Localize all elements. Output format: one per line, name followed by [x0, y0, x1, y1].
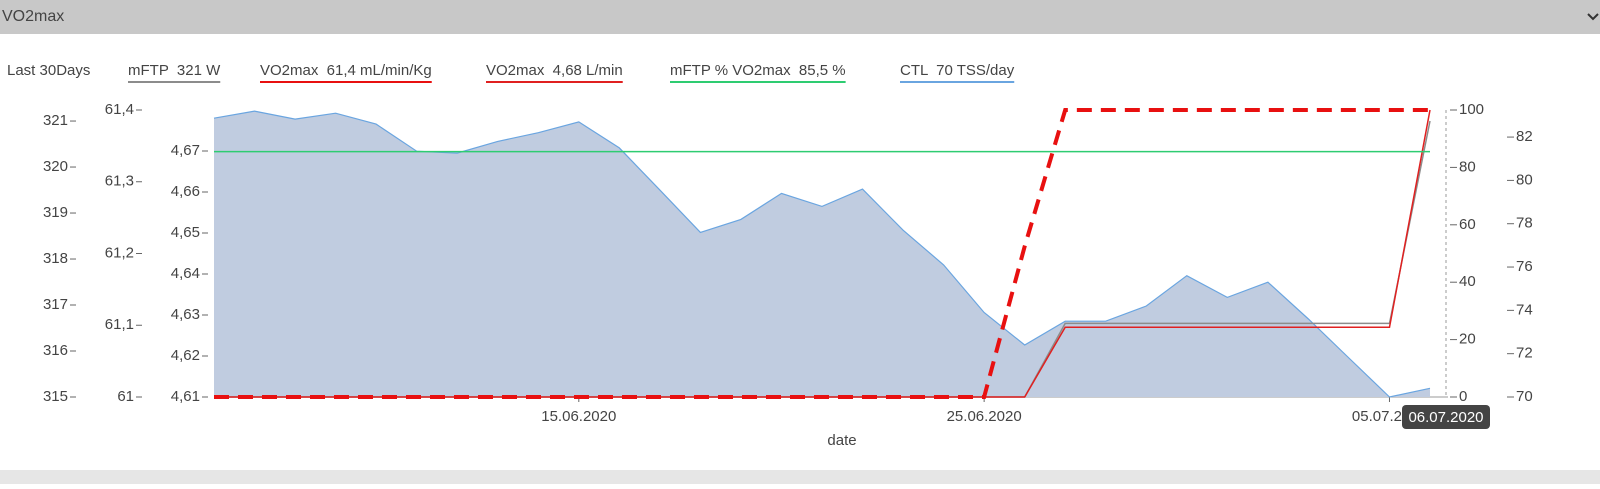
x-tick-label: 15.06.2020	[541, 408, 616, 425]
y-tick-label: 315	[43, 388, 68, 405]
y-tick-label: 4,63	[171, 306, 200, 323]
y-tick-label: 61,4	[105, 101, 134, 118]
y-tick-label: 61	[117, 388, 134, 405]
y-tick-label: 80	[1516, 171, 1533, 188]
y-tick-label: 318	[43, 250, 68, 267]
y-tick-label: 321	[43, 112, 68, 129]
panel-header	[0, 0, 1600, 34]
legend-entry: VO2max 61,4 mL/min/Kg	[260, 62, 432, 79]
y-tick-label: 61,3	[105, 173, 134, 190]
x-tick-label: 25.06.2020	[947, 408, 1022, 425]
y-tick-label: 78	[1516, 215, 1533, 232]
y-tick-label: 316	[43, 342, 68, 359]
y-tick-label: 61,1	[105, 316, 134, 333]
legend-entry: mFTP 321 W	[128, 62, 221, 79]
y-tick-label: 320	[43, 158, 68, 175]
y-tick-label: 0	[1459, 388, 1467, 405]
y-tick-label: 4,61	[171, 388, 200, 405]
y-tick-label: 80	[1459, 158, 1476, 175]
y-tick-label: 70	[1516, 388, 1533, 405]
y-tick-label: 317	[43, 296, 68, 313]
series-line	[214, 108, 1430, 399]
y-tick-label: 4,67	[171, 142, 200, 159]
x-axis-label: date	[827, 432, 856, 449]
cursor-tooltip-label: 06.07.2020	[1408, 409, 1483, 426]
y-tick-label: 4,66	[171, 183, 200, 200]
y-tick-label: 76	[1516, 258, 1533, 275]
period-label: Last 30Days	[7, 62, 90, 79]
y-tick-label: 4,62	[171, 347, 200, 364]
y-tick-label: 4,65	[171, 224, 200, 241]
y-tick-label: 319	[43, 204, 68, 221]
panel-title: VO2max	[2, 8, 64, 25]
cursor-tooltip	[1402, 405, 1490, 429]
y-tick-label: 61,2	[105, 244, 134, 261]
panel-footer	[0, 470, 1600, 484]
y-tick-label: 20	[1459, 331, 1476, 348]
series-area	[214, 111, 1430, 397]
y-tick-label: 40	[1459, 273, 1476, 290]
y-tick-label: 72	[1516, 345, 1533, 362]
legend-entry: mFTP % VO2max 85,5 %	[670, 62, 846, 79]
y-tick-label: 74	[1516, 301, 1533, 318]
y-tick-label: 100	[1459, 101, 1484, 118]
y-tick-label: 4,64	[171, 265, 200, 282]
collapse-chevron[interactable]	[1587, 13, 1599, 21]
legend-entry: VO2max 4,68 L/min	[486, 62, 623, 79]
legend-entry: CTL 70 TSS/day	[900, 62, 1015, 79]
y-tick-label: 60	[1459, 216, 1476, 233]
y-tick-label: 82	[1516, 128, 1533, 145]
